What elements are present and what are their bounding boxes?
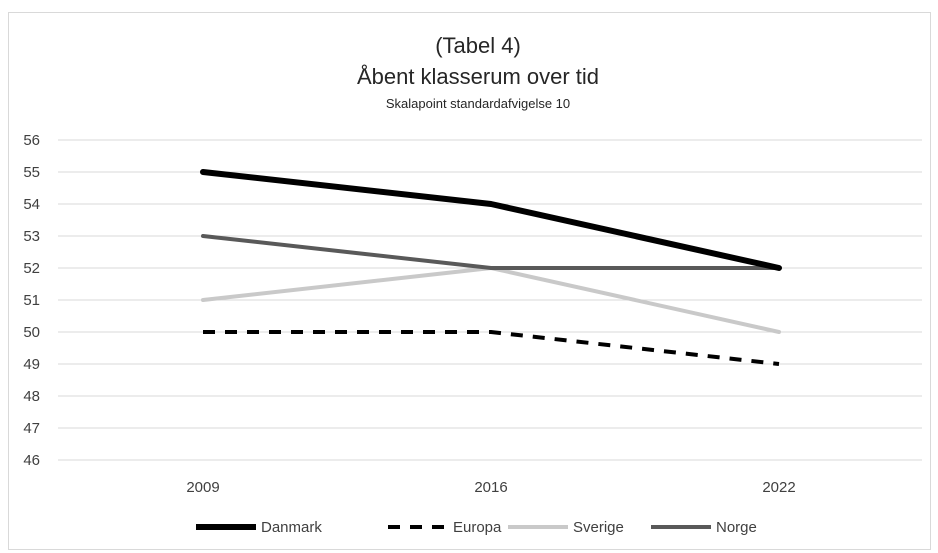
- y-tick-label: 50: [23, 324, 40, 341]
- y-tick-label: 48: [23, 388, 40, 405]
- legend-label-europa: Europa: [453, 519, 502, 536]
- x-tick-label: 2022: [762, 479, 795, 496]
- legend-label-danmark: Danmark: [261, 519, 322, 536]
- series-line-danmark: [200, 169, 782, 271]
- legend-label-sverige: Sverige: [573, 519, 624, 536]
- chart-title-line1: (Tabel 4): [435, 33, 521, 58]
- series-line-norge: [201, 234, 781, 270]
- legend: Danmark Europa Sverige Norge: [196, 519, 757, 536]
- y-tick-label: 56: [23, 132, 40, 149]
- chart-subtitle: Skalapoint standardafvigelse 10: [386, 96, 570, 111]
- y-tick-label: 49: [23, 356, 40, 373]
- x-tick-label: 2016: [474, 479, 507, 496]
- x-tick-label: 2009: [186, 479, 219, 496]
- series-lines: [200, 169, 782, 366]
- chart-title-line2: Åbent klasserum over tid: [357, 64, 599, 89]
- gridlines: [58, 139, 922, 461]
- x-axis-ticks: 2009 2016 2022: [186, 479, 795, 496]
- y-tick-label: 52: [23, 260, 40, 277]
- y-tick-label: 46: [23, 452, 40, 469]
- series-line-europa: [203, 330, 780, 366]
- y-tick-label: 55: [23, 164, 40, 181]
- legend-label-norge: Norge: [716, 519, 757, 536]
- y-tick-label: 53: [23, 228, 40, 245]
- y-tick-label: 51: [23, 292, 40, 309]
- y-axis-ticks: 46 47 48 49 50 51 52 53 54 55 56: [23, 132, 40, 469]
- y-tick-label: 54: [23, 196, 40, 213]
- y-tick-label: 47: [23, 420, 40, 437]
